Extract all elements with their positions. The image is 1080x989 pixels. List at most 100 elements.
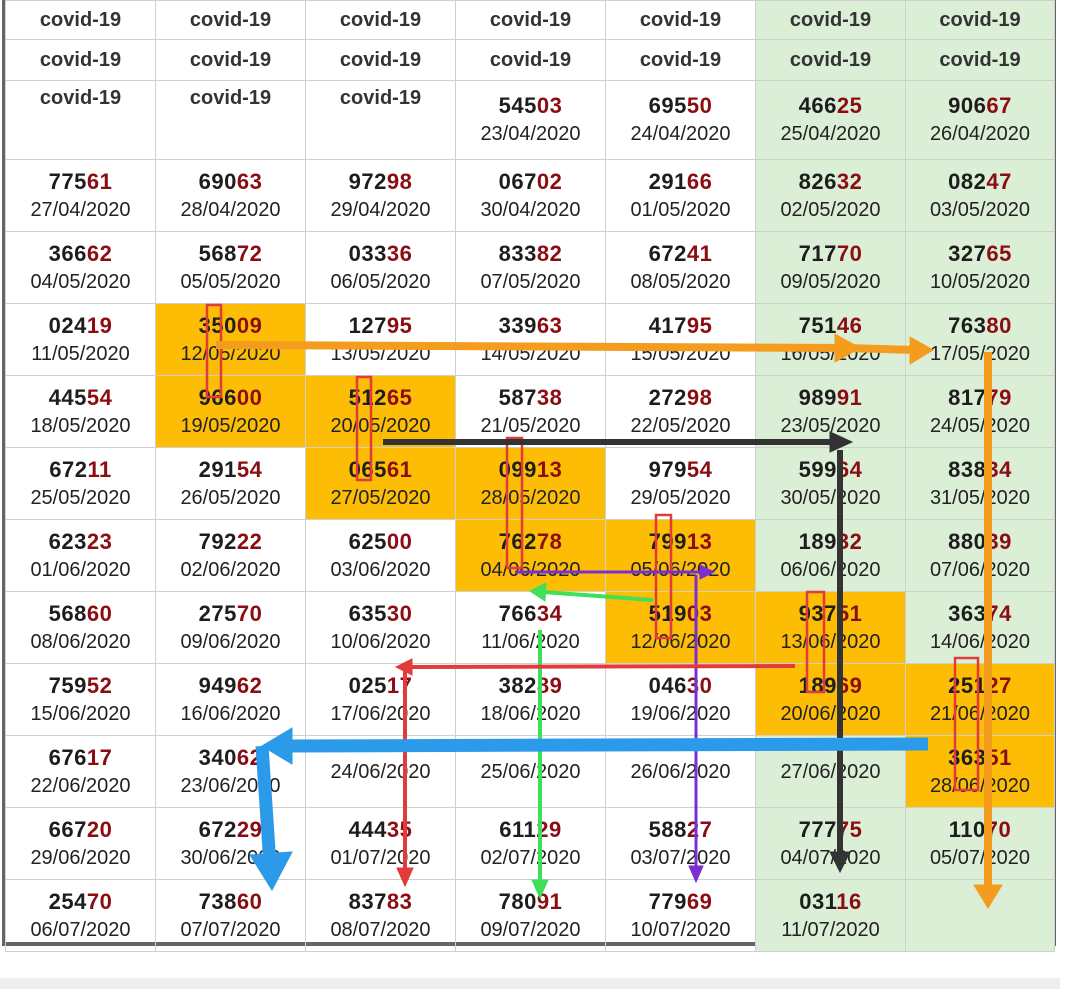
number-suffix: 13 bbox=[686, 528, 713, 554]
result-date: 18/06/2020 bbox=[480, 702, 581, 725]
result-number: 94962 bbox=[157, 672, 305, 700]
number-suffix: 89 bbox=[536, 672, 563, 698]
number-prefix: 775 bbox=[48, 168, 87, 194]
result-cell: 36351 28/06/2020 bbox=[905, 735, 1055, 808]
bottom-scroll-strip bbox=[0, 978, 1060, 989]
results-table: covid-19 covid-19 covid-19 covid-19 covid-19… bbox=[5, 0, 1055, 952]
result-number: 27570 bbox=[157, 600, 305, 628]
result-cell: 03336 06/05/2020 bbox=[305, 231, 456, 304]
result-number: 29166 bbox=[607, 168, 755, 196]
number-suffix: 27 bbox=[986, 672, 1012, 698]
number-suffix: 75 bbox=[836, 816, 863, 842]
number-suffix: 17 bbox=[386, 672, 413, 698]
result-cell: 25470 06/07/2020 bbox=[5, 879, 156, 952]
number-prefix: 611 bbox=[499, 816, 537, 842]
result-cell: 76380 17/05/2020 bbox=[905, 303, 1055, 376]
number-prefix: 466 bbox=[798, 93, 837, 118]
result-date: 13/06/2020 bbox=[780, 630, 881, 653]
number-prefix: 766 bbox=[498, 600, 537, 626]
result-date: 11/06/2020 bbox=[481, 630, 580, 653]
header-cell: covid-19 bbox=[755, 0, 906, 40]
result-number: 62500 bbox=[307, 528, 455, 556]
result-number: 67617 bbox=[7, 744, 155, 772]
cell-label: covid-19 bbox=[489, 8, 572, 31]
result-cell: 56872 05/05/2020 bbox=[155, 231, 306, 304]
result-date: 17/06/2020 bbox=[330, 702, 431, 725]
result-cell: 06702 30/04/2020 bbox=[455, 159, 606, 232]
number-prefix: 826 bbox=[798, 168, 837, 194]
number-prefix: 792 bbox=[198, 528, 237, 554]
number-suffix: 69 bbox=[836, 672, 863, 698]
result-cell: 62323 01/06/2020 bbox=[5, 519, 156, 592]
cell-label: covid-19 bbox=[489, 48, 572, 71]
cell-label: covid-19 bbox=[789, 48, 872, 71]
number-prefix: 363 bbox=[948, 744, 987, 770]
result-cell: 81779 24/05/2020 bbox=[905, 375, 1055, 448]
number-suffix: 25 bbox=[836, 93, 863, 118]
result-number: 08247 bbox=[907, 168, 1054, 196]
number-prefix: 672 bbox=[49, 456, 88, 482]
cell-label: covid-19 bbox=[939, 8, 1021, 31]
header-cell: covid-19 bbox=[755, 39, 906, 81]
result-number: 75146 bbox=[757, 312, 905, 340]
result-cell: 67211 25/05/2020 bbox=[5, 447, 156, 520]
result-date: 11/05/2020 bbox=[31, 342, 130, 365]
result-cell: 32765 10/05/2020 bbox=[905, 231, 1055, 304]
result-cell: 41795 15/05/2020 bbox=[605, 303, 756, 376]
result-date: 18/05/2020 bbox=[30, 414, 131, 437]
number-suffix: 16 bbox=[836, 888, 862, 914]
result-cell: 83834 31/05/2020 bbox=[905, 447, 1055, 520]
result-cell: 97954 29/05/2020 bbox=[605, 447, 756, 520]
number-suffix: 70 bbox=[236, 600, 263, 626]
result-cell: 02517 17/06/2020 bbox=[305, 663, 456, 736]
result-number: 25127 bbox=[907, 672, 1054, 700]
result-cell: 94962 16/06/2020 bbox=[155, 663, 306, 736]
number-prefix: 588 bbox=[648, 816, 687, 842]
result-cell: 38289 18/06/2020 bbox=[455, 663, 606, 736]
number-suffix: 02 bbox=[536, 168, 563, 194]
result-cell: 96600 19/05/2020 bbox=[155, 375, 306, 448]
number-prefix: 751 bbox=[798, 312, 837, 338]
number-suffix: 35 bbox=[386, 816, 413, 842]
result-cell: 58738 21/05/2020 bbox=[455, 375, 606, 448]
result-number: 11070 bbox=[907, 816, 1054, 844]
result-number: 81779 bbox=[907, 384, 1054, 412]
result-date: 29/05/2020 bbox=[630, 486, 731, 509]
result-cell: 33963 14/05/2020 bbox=[455, 303, 606, 376]
result-number: 73860 bbox=[157, 888, 305, 916]
number-suffix: 51 bbox=[986, 744, 1012, 770]
result-cell: 58827 03/07/2020 bbox=[605, 807, 756, 880]
result-date: 24/04/2020 bbox=[630, 123, 731, 145]
number-suffix: 19 bbox=[86, 312, 113, 338]
result-cell: 54503 23/04/2020 bbox=[455, 80, 606, 160]
result-number: 90667 bbox=[907, 92, 1054, 120]
result-cell: 34062 23/06/2020 bbox=[155, 735, 306, 808]
result-cell: 77775 04/07/2020 bbox=[755, 807, 906, 880]
result-date: 29/06/2020 bbox=[30, 846, 131, 869]
result-number: 44554 bbox=[7, 384, 155, 412]
cell-label: covid-19 bbox=[789, 8, 872, 31]
number-suffix: 65 bbox=[386, 384, 413, 410]
result-number: 56872 bbox=[157, 240, 305, 268]
number-prefix: 275 bbox=[198, 600, 237, 626]
number-prefix: 676 bbox=[48, 744, 87, 770]
number-suffix: 23 bbox=[86, 528, 113, 554]
result-cell: 04630 19/06/2020 bbox=[605, 663, 756, 736]
result-number: 83783 bbox=[307, 888, 455, 916]
number-suffix: 54 bbox=[686, 456, 713, 482]
number-prefix: 110 bbox=[948, 816, 986, 842]
result-cell: 44554 18/05/2020 bbox=[5, 375, 156, 448]
result-number: 82632 bbox=[757, 168, 905, 196]
number-prefix: 667 bbox=[48, 816, 87, 842]
result-cell: 59964 30/05/2020 bbox=[755, 447, 906, 520]
result-cell: 71770 09/05/2020 bbox=[755, 231, 906, 304]
result-date: 30/05/2020 bbox=[780, 486, 881, 509]
result-cell: 61129 02/07/2020 bbox=[455, 807, 606, 880]
number-suffix: 11 bbox=[87, 456, 112, 482]
number-prefix: 763 bbox=[948, 312, 987, 338]
result-number: 62323 bbox=[7, 528, 155, 556]
number-suffix: 54 bbox=[86, 384, 113, 410]
cell-label: covid-19 bbox=[189, 48, 272, 71]
header-cell: covid-19 bbox=[605, 0, 756, 40]
number-suffix: 74 bbox=[986, 600, 1012, 626]
